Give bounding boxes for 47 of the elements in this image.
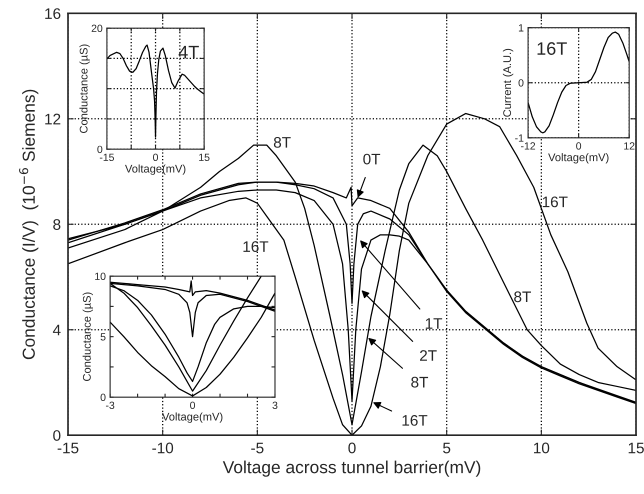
y-axis-title: Conductance (I/V) (10$^{−6}$ Siemens) (19, 90, 38, 360)
annotation: 4T (178, 46, 199, 58)
x-tick-label: 3 (272, 402, 278, 409)
x-tick-label: 0 (348, 442, 356, 454)
x-axis-title: Voltage(mV) (548, 153, 609, 164)
y-axis-title: Conductance (µS) (82, 292, 93, 381)
annotation: 2T (420, 350, 437, 361)
x-axis-title: Voltage(mV) (125, 164, 186, 175)
x-tick-label: 0 (190, 402, 196, 409)
x-tick-label: -3 (106, 402, 114, 409)
x-tick-label: -5 (251, 442, 264, 454)
annotation: 8T (411, 376, 428, 388)
annotation: 16T (402, 414, 428, 426)
y-tick-label: 0 (53, 430, 60, 441)
y-tick-label: 5 (100, 333, 106, 341)
x-tick-label: 0 (576, 142, 582, 150)
annotation: 1T (426, 318, 442, 329)
y-tick-label: 10 (95, 272, 106, 280)
x-axis-title: Voltage across tunnel barrier(mV) (222, 460, 480, 477)
x-axis-title: Voltage(mV) (162, 412, 222, 423)
x-tick-label: 15 (199, 154, 210, 162)
annotation: 0T (363, 154, 380, 165)
x-tick-label: -12 (521, 142, 536, 150)
annotation: 16T (243, 241, 268, 252)
y-tick-label: 20 (92, 24, 102, 32)
y-tick-label: 16 (45, 8, 60, 20)
x-tick-label: 12 (624, 142, 634, 150)
x-tick-label: -10 (152, 442, 174, 454)
y-tick-label: 0 (518, 79, 524, 87)
y-axis-title: Conductance (µS) (79, 44, 90, 133)
annotation: 16T (542, 196, 568, 208)
y-tick-label: 1 (518, 24, 524, 32)
x-tick-label: -15 (100, 154, 114, 162)
x-tick-label: 15 (628, 442, 644, 454)
x-tick-label: 10 (534, 442, 550, 454)
y-tick-label: 0 (100, 394, 106, 402)
annotation: 8T (514, 291, 531, 302)
x-tick-label: 5 (443, 442, 450, 454)
y-tick-label: -1 (515, 134, 524, 142)
x-tick-label: 0 (153, 154, 158, 162)
y-tick-label: 4 (52, 324, 61, 336)
y-tick-label: 8 (53, 219, 60, 230)
y-tick-label: 12 (45, 114, 60, 124)
annotation: 16T (538, 42, 567, 55)
x-tick-label: -15 (58, 442, 78, 454)
y-axis-title: Current (A.U.) (502, 48, 514, 117)
annotation: 8T (274, 136, 291, 148)
